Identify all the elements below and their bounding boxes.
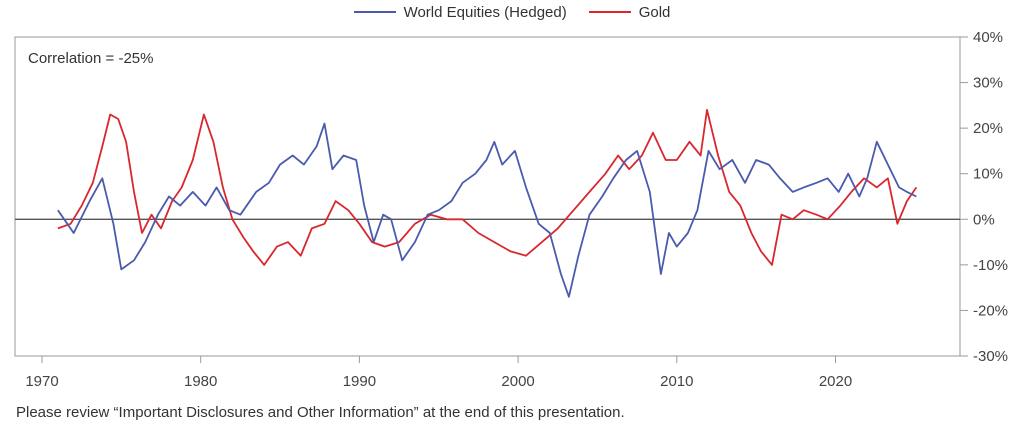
plot-frame [14,36,961,357]
footnote: Please review “Important Disclosures and… [16,404,625,421]
series-line-world-equities [57,122,917,298]
chart-legend: World Equities (Hedged) Gold [0,0,1024,24]
legend-item-world-equities: World Equities (Hedged) [353,3,567,21]
legend-swatch-world-equities [353,11,396,13]
legend-item-gold: Gold [588,3,671,21]
y-tick-label-3: 0% [973,211,995,228]
y-tick-label-4: 10% [973,166,1003,183]
y-tick-label-2: -10% [973,257,1008,274]
y-tick-label-6: 30% [973,75,1003,92]
x-tick-label-3: 2000 [501,373,534,390]
legend-label-world-equities: World Equities (Hedged) [403,3,567,21]
legend-label-gold: Gold [638,3,671,21]
legend-swatch-gold [588,11,631,13]
x-tick-label-1: 1980 [184,373,217,390]
series-line-gold [57,109,918,266]
x-tick-label-2: 1990 [343,373,376,390]
y-tick-label-1: -20% [973,302,1008,319]
correlation-annotation: Correlation = -25% [28,50,154,67]
x-tick-label-4: 2010 [660,373,693,390]
x-tick-label-0: 1970 [25,373,58,390]
y-tick-label-0: -30% [973,348,1008,365]
x-tick-label-5: 2020 [819,373,852,390]
y-tick-label-5: 20% [973,120,1003,137]
y-tick-label-7: 40% [973,29,1003,46]
